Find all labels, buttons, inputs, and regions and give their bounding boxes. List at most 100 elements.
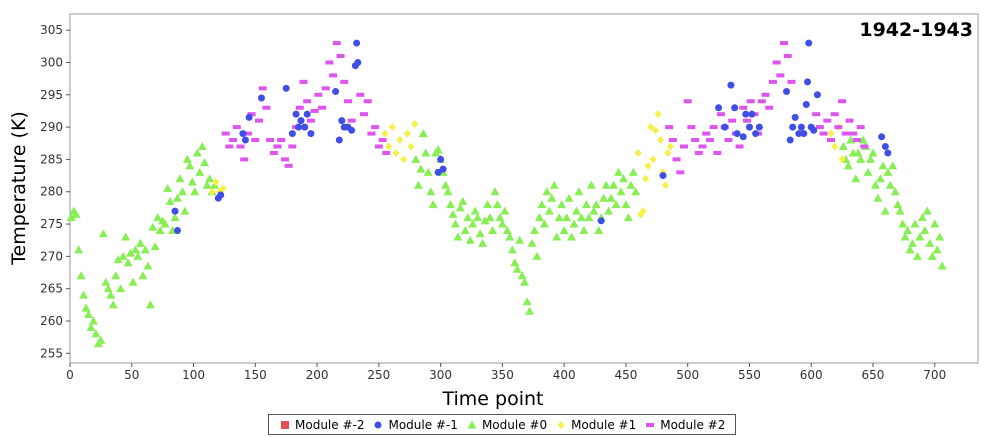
- data-point: [257, 94, 265, 102]
- data-point: [295, 123, 303, 131]
- data-point: [123, 258, 133, 267]
- data-point: [649, 155, 657, 164]
- data-point: [88, 316, 98, 325]
- data-point: [411, 119, 419, 128]
- data-point: [116, 284, 126, 293]
- data-point: [367, 131, 376, 136]
- data-point: [138, 271, 148, 280]
- data-point: [852, 138, 861, 143]
- data-point: [439, 165, 447, 173]
- data-point: [830, 112, 839, 117]
- data-point: [880, 206, 890, 215]
- data-point: [135, 238, 145, 247]
- data-point: [841, 131, 850, 136]
- data-point: [441, 180, 451, 189]
- legend-label: Module #-2: [295, 417, 365, 432]
- data-point: [480, 216, 490, 225]
- x-tick-label: 550: [738, 368, 761, 382]
- data-point: [229, 138, 238, 143]
- x-tick-label: 100: [182, 368, 205, 382]
- x-axis-title: Time point: [442, 388, 544, 410]
- data-point: [532, 251, 542, 260]
- y-tick-label: 300: [40, 55, 63, 69]
- data-point: [269, 150, 278, 155]
- data-point: [111, 271, 121, 280]
- data-point: [205, 174, 215, 183]
- data-point: [748, 110, 756, 118]
- data-point: [171, 207, 179, 215]
- legend-marker: [374, 421, 382, 428]
- data-point: [910, 219, 920, 228]
- data-point: [581, 200, 591, 209]
- data-point: [318, 105, 327, 110]
- data-point: [255, 118, 264, 123]
- data-point: [626, 180, 636, 189]
- legend-marker: [467, 420, 477, 428]
- data-point: [497, 219, 507, 228]
- data-point: [185, 161, 195, 170]
- data-point: [819, 131, 828, 136]
- data-point: [108, 300, 118, 309]
- legend-item: Module #-1: [372, 417, 458, 432]
- data-point: [71, 209, 81, 218]
- data-point: [325, 60, 334, 65]
- legend-swatch: [646, 422, 655, 427]
- data-point: [895, 206, 905, 215]
- data-point: [868, 148, 878, 157]
- data-point: [91, 329, 101, 338]
- data-point: [642, 174, 650, 183]
- x-axis: 0 50 100 150 200 250 300 350 400 450 500 550 600 650 7…: [66, 363, 946, 382]
- data-point: [702, 131, 711, 136]
- data-point: [378, 138, 387, 143]
- legend-label: Module #-1: [388, 417, 458, 432]
- data-point: [282, 84, 290, 92]
- data-point: [539, 219, 549, 228]
- data-point: [103, 284, 113, 293]
- data-point: [106, 290, 116, 299]
- data-point: [347, 118, 356, 123]
- legend-item: Module #-2: [279, 418, 364, 432]
- data-point: [746, 99, 755, 104]
- data-point: [661, 181, 669, 190]
- data-point: [856, 125, 865, 130]
- data-point: [574, 187, 584, 196]
- data-point: [687, 125, 696, 130]
- data-point: [705, 138, 714, 143]
- data-point: [843, 161, 853, 170]
- data-point: [219, 184, 227, 193]
- data-point: [485, 213, 495, 222]
- data-point: [495, 213, 505, 222]
- data-point: [883, 167, 893, 176]
- data-point: [490, 187, 500, 196]
- data-point: [388, 123, 396, 132]
- data-point: [140, 245, 150, 254]
- data-point: [200, 158, 210, 167]
- legend-swatch: [557, 420, 565, 429]
- y-tick-label: 290: [40, 120, 63, 134]
- data-point: [900, 232, 910, 241]
- data-point: [74, 245, 84, 254]
- data-point: [512, 264, 522, 273]
- legend-item: Module #0: [466, 418, 547, 432]
- data-point: [460, 226, 470, 235]
- x-tick-label: 700: [923, 368, 946, 382]
- x-tick-label: 500: [676, 368, 699, 382]
- data-point: [544, 206, 554, 215]
- data-point: [715, 104, 723, 112]
- data-point: [262, 105, 271, 110]
- legend-label: Module #1: [571, 417, 637, 432]
- data-point: [727, 81, 735, 89]
- data-point: [755, 123, 763, 131]
- data-point: [130, 245, 140, 254]
- data-point: [177, 187, 187, 196]
- data-point: [284, 163, 293, 168]
- data-point: [672, 157, 681, 162]
- data-point: [731, 104, 739, 112]
- data-point: [453, 232, 463, 241]
- data-point: [400, 155, 408, 164]
- data-point: [303, 110, 311, 118]
- data-point: [86, 322, 96, 331]
- data-point: [787, 79, 796, 84]
- data-point: [611, 200, 621, 209]
